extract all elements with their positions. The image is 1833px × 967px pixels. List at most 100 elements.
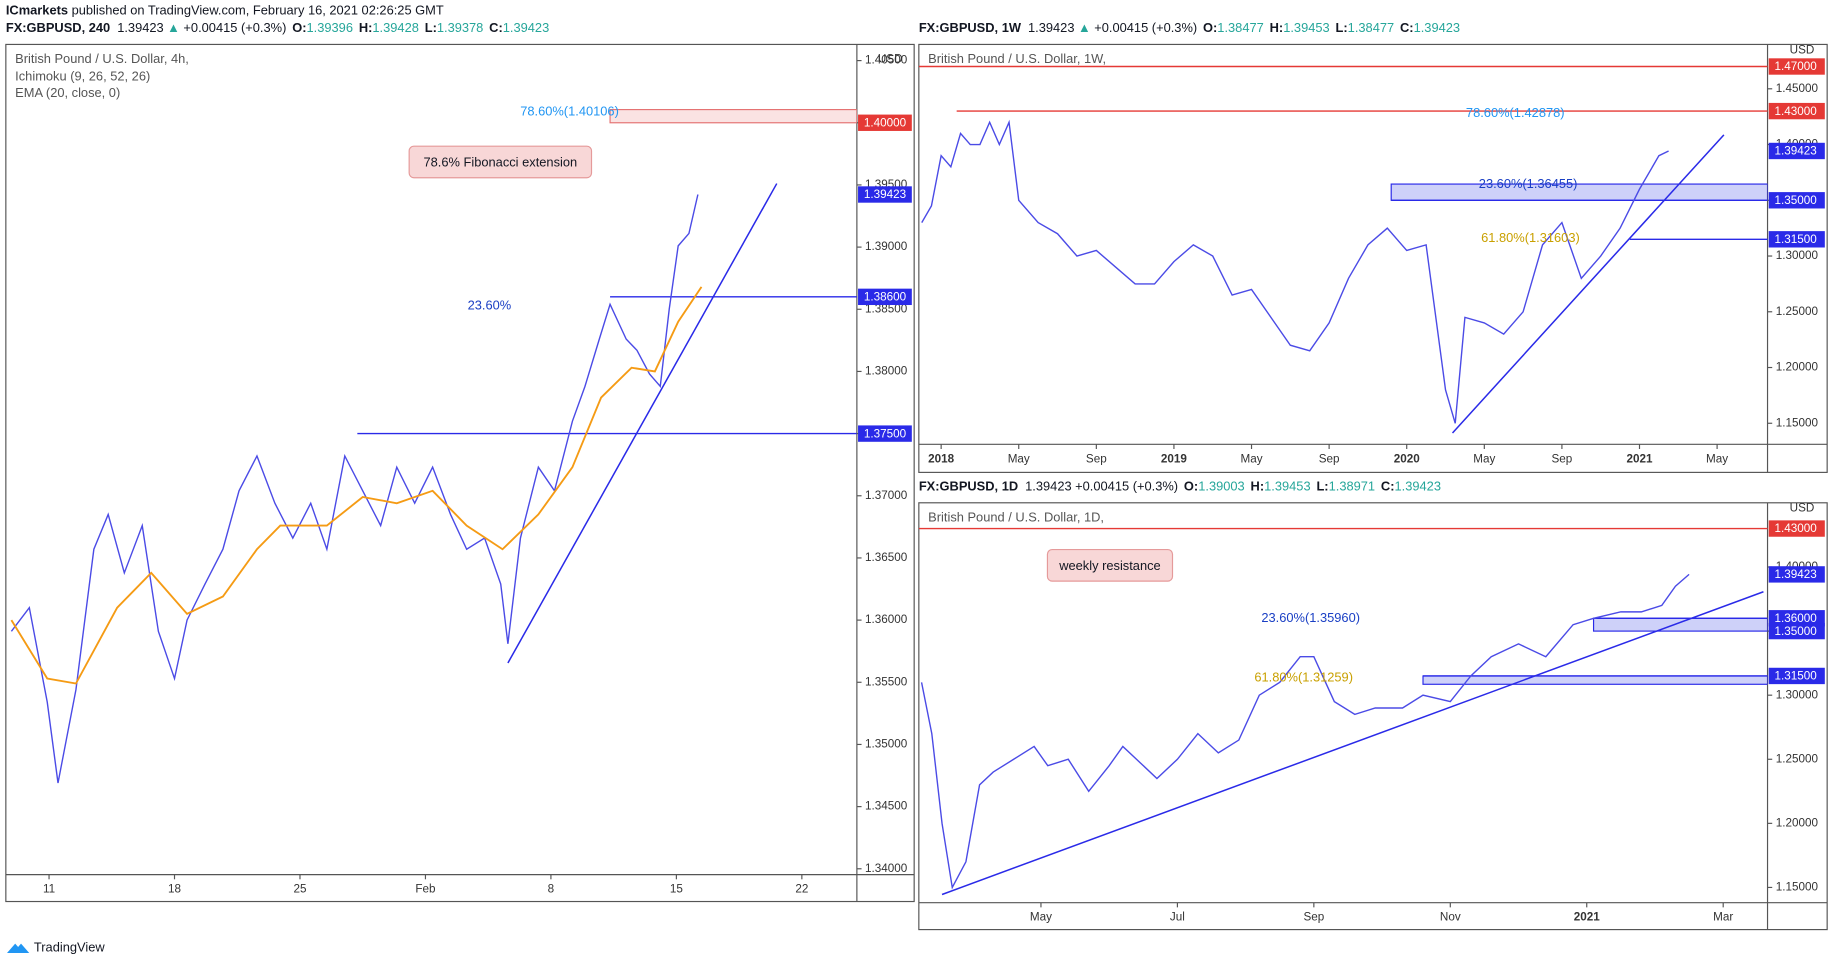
callout-box [1046,548,1174,582]
last-price: 1.39423 [1025,479,1071,494]
y-tick-label: 1.38000 [865,365,908,378]
ohlc-value: 1.39396 [306,21,352,36]
chart-title: British Pound / U.S. Dollar, 4h, [15,51,189,66]
y-tick-label: 1.40500 [865,54,908,67]
ohlc-value: 1.39423 [1394,479,1440,494]
symbol-header: FX:GBPUSD, 1W 1.39423 ▲ +0.00415 (+0.3%) O:1… [919,21,1460,36]
ohlc-label: C: [1400,21,1414,36]
currency-label: USD [878,53,903,66]
ohlc-label: H: [1270,21,1284,36]
x-tick-label: 2021 [1626,453,1652,466]
price-level-label: 1.31500 [1775,670,1818,683]
price-level-tag [1768,667,1825,685]
brand: TradingView [34,940,105,955]
callout-text: weekly resistance [1058,558,1160,573]
price-change: +0.00415 (+0.3%) [183,21,286,36]
price-zone [609,109,857,124]
ohlc-label: O: [1203,21,1217,36]
ohlc-label: O: [292,21,306,36]
y-tick-label: 1.15000 [1776,416,1819,429]
plot-area [918,65,1768,434]
chart-title: British Pound / U.S. Dollar, 1D, [928,509,1104,524]
last-price: 1.39423 [1028,21,1074,36]
callout-text: 78.6% Fibonacci extension [423,155,577,170]
price-level-label: 1.31500 [1775,233,1818,246]
ohlc-label: L: [1316,479,1328,494]
y-tick-label: 1.35000 [865,738,908,751]
price-level-label: 1.35000 [1775,625,1818,638]
price-level-tag [1768,566,1825,583]
price-level-tag [1768,520,1825,537]
y-tick-label: 1.34500 [865,800,908,813]
ohlc-value: 1.39453 [1283,21,1329,36]
x-tick-label: 2019 [1161,453,1187,466]
x-tick-label: 8 [548,882,555,895]
price-level-label: 1.35000 [1775,194,1818,207]
y-tick-label: 1.25000 [1776,752,1819,765]
x-tick-label: 22 [795,882,808,895]
fib-label: 23.60%(1.36455) [1479,176,1578,191]
x-tick-label: 2021 [1574,910,1600,923]
x-tick-label: Sep [1303,910,1324,923]
last-price: 1.39423 [117,21,163,36]
x-tick-label: Sep [1086,453,1107,466]
price-zone [1390,183,1768,201]
x-tick-label: Mar [1713,910,1733,923]
price-level-label: 1.38600 [864,291,907,304]
ohlc-value: 1.39428 [372,21,418,36]
publish-text: published on TradingView.com, February 1… [72,3,444,18]
plot-area [918,527,1768,896]
y-tick-label: 1.35500 [865,675,908,688]
price-level-label: 1.39423 [864,188,906,201]
x-tick-label: 18 [168,882,181,895]
price-level-label: 1.47000 [1775,60,1818,73]
y-tick-label: 1.20000 [1776,816,1819,829]
symbol: FX:GBPUSD, 1W [919,21,1022,36]
plot-area [10,109,857,784]
y-tick-label: 1.39000 [865,240,908,253]
price-level-tag [1768,142,1825,160]
price-level-tag [1768,231,1825,248]
chart-panel: FX:GBPUSD, 1D 1.39423 +0.00415 (+0.3%) O:1.… [918,479,1828,931]
fib-label: 61.80%(1.31259) [1254,670,1353,685]
ohlc-value: 1.39453 [1264,479,1310,494]
price-line [10,286,703,685]
x-tick-label: Feb [415,882,436,895]
x-tick-label: May [1706,453,1728,466]
price-level-label: 1.43000 [1775,105,1818,118]
price-level-label: 1.36000 [1775,612,1818,625]
ohlc-label: L: [1336,21,1348,36]
ohlc-value: 1.38971 [1329,479,1375,494]
ohlc-value: 1.39423 [1414,21,1460,36]
ohlc-value: 1.39423 [503,21,549,36]
price-line [10,194,699,784]
ohlc-value: 1.38477 [1217,21,1263,36]
symbol: FX:GBPUSD, 240 [6,21,110,36]
chart-panel: FX:GBPUSD, 240 1.39423 ▲ +0.00415 (+0.3%) O:… [5,21,915,903]
x-tick-label: May [1473,453,1495,466]
price-level-label: 1.43000 [1775,522,1818,535]
fib-label: 61.80%(1.31603) [1481,230,1580,245]
ohlc-label: L: [425,21,437,36]
x-tick-label: Sep [1552,453,1573,466]
price-zone [1422,675,1768,685]
price-level-label: 1.40000 [864,116,907,129]
tv-logo [7,943,30,953]
ohlc-label: O: [1184,479,1198,494]
y-tick-label: 1.30000 [1776,688,1819,701]
price-line [920,573,1690,890]
price-level-label: 1.39423 [1775,145,1817,158]
price-line [921,119,1669,424]
publisher: ICmarkets [6,3,68,18]
symbol-header: FX:GBPUSD, 240 1.39423 ▲ +0.00415 (+0.3%) O:… [6,21,549,36]
trend-line [1451,134,1725,434]
fib-label: 23.60%(1.35960) [1261,610,1360,625]
y-tick-label: 1.25000 [1776,305,1819,318]
price-level-tag [1768,622,1825,640]
ohlc-label: C: [489,21,503,36]
symbol: FX:GBPUSD, 1D [919,479,1018,494]
ohlc-value: 1.39003 [1198,479,1244,494]
x-tick-label: May [1240,453,1262,466]
y-tick-label: 1.45000 [1776,82,1819,95]
y-tick-label: 1.34000 [865,862,908,875]
